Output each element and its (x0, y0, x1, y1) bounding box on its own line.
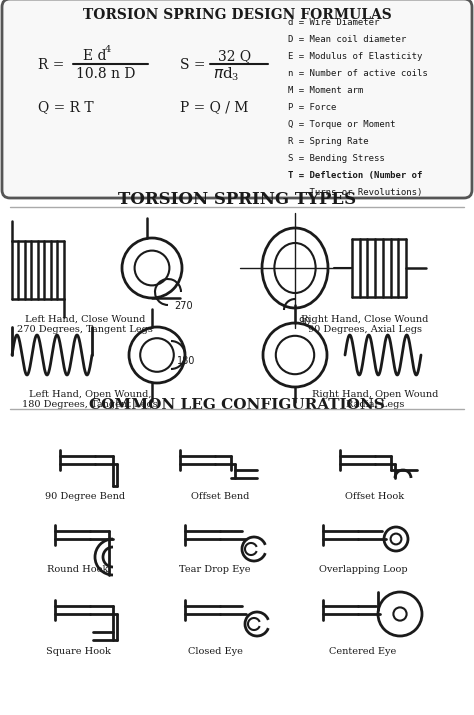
Text: Q = Torque or Moment: Q = Torque or Moment (288, 120, 395, 129)
Text: COMMON LEG CONFIGURATIONS: COMMON LEG CONFIGURATIONS (89, 398, 385, 412)
Text: Right Hand, Close Wound
90 Degrees, Axial Legs: Right Hand, Close Wound 90 Degrees, Axia… (301, 315, 428, 335)
Text: Round Hook: Round Hook (47, 565, 109, 574)
Text: Right Hand, Open Wound
Radial Legs: Right Hand, Open Wound Radial Legs (312, 390, 438, 410)
Text: Left Hand, Close Wound
270 Degrees, Tangent Legs: Left Hand, Close Wound 270 Degrees, Tang… (17, 315, 153, 335)
Text: 90: 90 (298, 317, 310, 327)
Text: Offset Bend: Offset Bend (191, 492, 249, 501)
Text: S = Bending Stress: S = Bending Stress (288, 154, 385, 163)
Text: M = Moment arm: M = Moment arm (288, 86, 363, 95)
Text: D = Mean coil diameter: D = Mean coil diameter (288, 35, 406, 44)
Text: T = Deflection (Number of: T = Deflection (Number of (288, 171, 422, 180)
Text: Tear Drop Eye: Tear Drop Eye (179, 565, 251, 574)
Text: 3: 3 (231, 74, 237, 82)
Text: Offset Hook: Offset Hook (346, 492, 405, 501)
Text: P = Q / M: P = Q / M (180, 100, 248, 114)
Text: 270: 270 (174, 301, 192, 311)
Text: E d: E d (83, 49, 107, 63)
Text: $\pi$d: $\pi$d (213, 66, 234, 82)
Text: Overlapping Loop: Overlapping Loop (319, 565, 407, 574)
Text: Centered Eye: Centered Eye (329, 647, 397, 656)
Text: 32 Q: 32 Q (218, 49, 251, 63)
Text: TORSION SPRING DESIGN FORMULAS: TORSION SPRING DESIGN FORMULAS (82, 8, 392, 22)
Text: n = Number of active coils: n = Number of active coils (288, 69, 428, 78)
Text: TORSION SPRING TYPES: TORSION SPRING TYPES (118, 190, 356, 207)
Text: 10.8 n D: 10.8 n D (76, 67, 136, 81)
Text: R =: R = (38, 58, 64, 72)
Text: Turns or Revolutions): Turns or Revolutions) (288, 188, 422, 197)
Text: 90 Degree Bend: 90 Degree Bend (45, 492, 125, 501)
Text: 180: 180 (177, 356, 195, 366)
FancyBboxPatch shape (2, 0, 472, 198)
Text: Closed Eye: Closed Eye (188, 647, 242, 656)
Text: Left Hand, Open Wound,
180 Degrees, Tangent Legs: Left Hand, Open Wound, 180 Degrees, Tang… (22, 390, 158, 410)
Text: 4: 4 (105, 44, 111, 54)
Text: R = Spring Rate: R = Spring Rate (288, 137, 369, 146)
Text: d = Wire Diameter: d = Wire Diameter (288, 18, 379, 27)
Text: Square Hook: Square Hook (46, 647, 110, 656)
Text: Q = R T: Q = R T (38, 100, 94, 114)
Text: E = Modulus of Elasticity: E = Modulus of Elasticity (288, 52, 422, 61)
Text: S =: S = (180, 58, 206, 72)
Text: P = Force: P = Force (288, 103, 337, 112)
